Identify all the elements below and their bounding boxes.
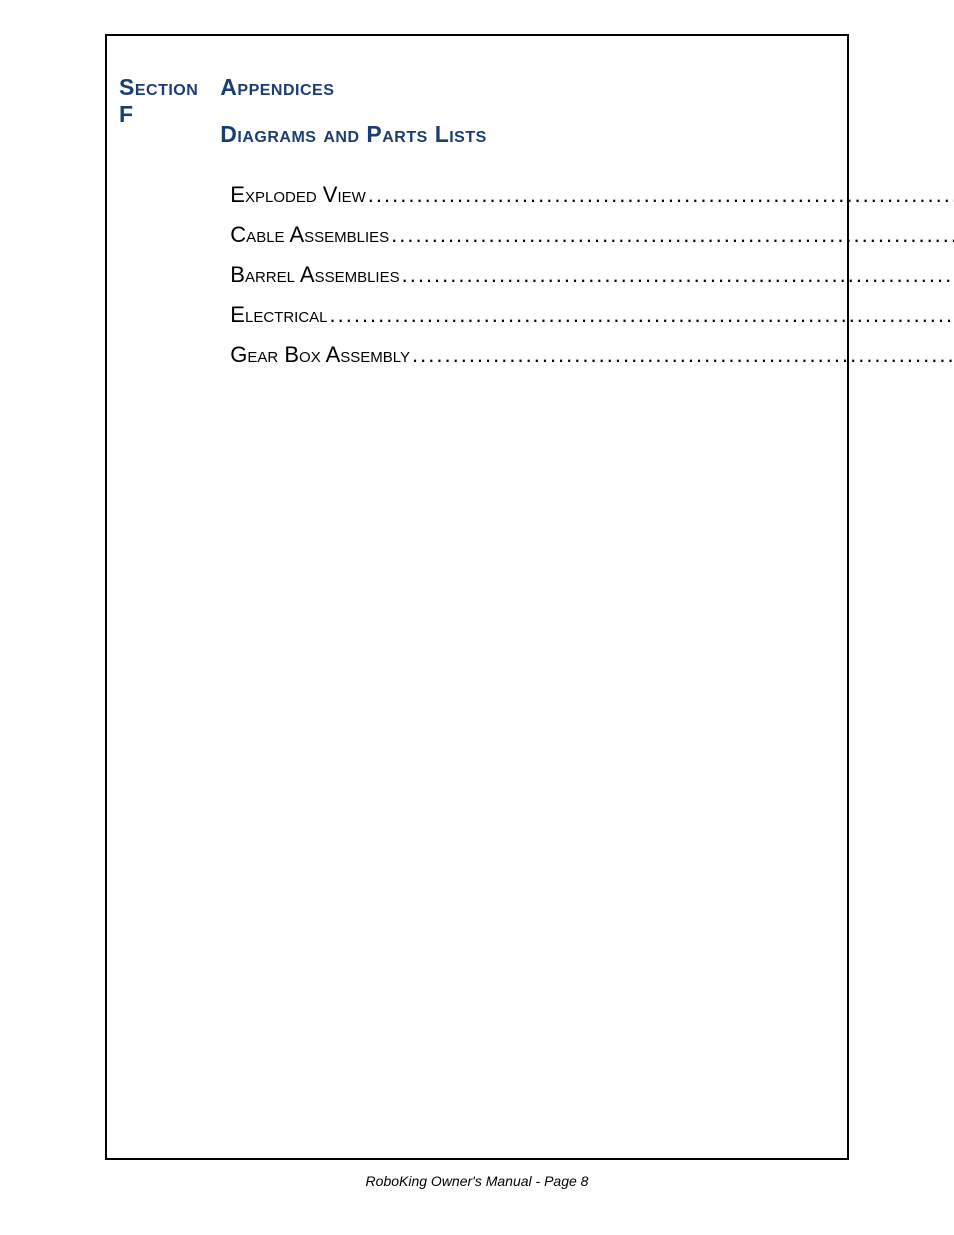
section-column: Section F: [107, 36, 198, 1158]
toc-row: Exploded View 9: [230, 184, 954, 206]
toc-leader-dots: [410, 344, 954, 366]
toc-row: Cable Assemblies 10: [230, 224, 954, 246]
toc-label: Barrel Assemblies: [230, 264, 399, 286]
toc-leader-dots: [328, 304, 954, 326]
toc-leader-dots: [400, 264, 954, 286]
toc-row: Gear Box Assembly 13: [230, 344, 954, 366]
content-frame: Section F Appendices Diagrams and Parts …: [105, 34, 849, 1160]
appendices-heading: Appendices: [220, 74, 954, 101]
page-footer: RoboKing Owner's Manual - Page 8: [0, 1173, 954, 1189]
toc-leader-dots: [389, 224, 954, 246]
toc-row: Electrical 12: [230, 304, 954, 326]
page: Section F Appendices Diagrams and Parts …: [0, 0, 954, 1235]
toc-list: Exploded View 9 Cable Assemblies 10 Barr…: [220, 184, 954, 366]
toc-label: Exploded View: [230, 184, 365, 206]
toc-row: Barrel Assemblies 11: [230, 264, 954, 286]
main-column: Appendices Diagrams and Parts Lists Expl…: [198, 36, 954, 1158]
toc-label: Cable Assemblies: [230, 224, 389, 246]
toc-label: Gear Box Assembly: [230, 344, 410, 366]
diagrams-heading: Diagrams and Parts Lists: [220, 121, 954, 148]
section-label: Section F: [119, 74, 198, 128]
toc-leader-dots: [366, 184, 954, 206]
toc-label: Electrical: [230, 304, 327, 326]
